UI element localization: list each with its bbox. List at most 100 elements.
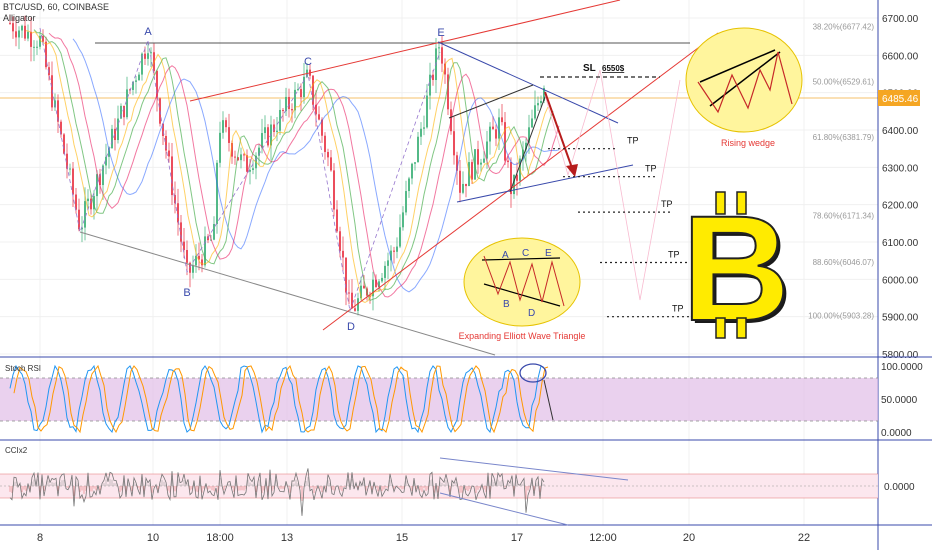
price-tick-label: 5900.00 xyxy=(882,313,919,324)
take-profit-label: TP xyxy=(627,136,639,146)
candle-body xyxy=(258,147,260,156)
candle-body xyxy=(378,281,380,287)
candle-body xyxy=(360,285,362,299)
candle-body xyxy=(525,142,527,150)
candle-body xyxy=(351,292,353,309)
candle-body xyxy=(72,168,74,195)
candle-body xyxy=(60,121,62,135)
candle-body xyxy=(447,74,449,110)
candle-body xyxy=(375,279,377,287)
candle-body xyxy=(228,127,230,143)
candle-body xyxy=(420,128,422,137)
candle-body xyxy=(87,198,89,202)
candle-body xyxy=(456,155,458,171)
time-axis[interactable]: 8 10 18:00 13 15 17 12:00 20 22 xyxy=(37,532,810,544)
candle-body xyxy=(93,196,95,210)
time-tick-label: 10 xyxy=(147,532,159,544)
candle-body xyxy=(462,183,464,193)
candle-body xyxy=(423,127,425,129)
cci-axis[interactable]: 0.0000 xyxy=(884,482,915,493)
candle-body xyxy=(84,201,86,228)
alligator-lips xyxy=(33,29,554,302)
stoch-rsi-pane[interactable]: Stoch RSI xyxy=(0,363,878,434)
candle-body xyxy=(396,246,398,252)
candle-body xyxy=(126,89,128,118)
wedge-top-line xyxy=(448,84,534,119)
price-tick-label: 6200.00 xyxy=(882,201,919,212)
inset-label-d: D xyxy=(528,308,535,319)
candle-body xyxy=(495,129,497,139)
price-tick-label: 6700.00 xyxy=(882,14,919,25)
candle-body xyxy=(429,74,431,96)
candle-body xyxy=(543,87,545,101)
candle-body xyxy=(261,133,263,148)
candle-body xyxy=(405,191,407,213)
candle-body xyxy=(438,47,440,49)
candle-body xyxy=(342,250,344,258)
candle-body xyxy=(369,295,371,297)
candle-body xyxy=(66,153,68,169)
candle-body xyxy=(276,130,278,132)
rising-wedge-inset: Rising wedge xyxy=(685,27,803,148)
candle-body xyxy=(231,142,233,157)
projection-path xyxy=(544,69,681,301)
cci-title: CCIx2 xyxy=(5,446,28,455)
candle-body xyxy=(522,149,524,159)
candle-body xyxy=(30,31,32,47)
candle-body xyxy=(78,209,80,230)
candle-body xyxy=(108,148,110,157)
price-tick-label: 6600.00 xyxy=(882,51,919,62)
candle-body xyxy=(321,119,323,136)
candle-body xyxy=(237,157,239,161)
candle-body xyxy=(39,35,41,47)
candle-body xyxy=(324,135,326,152)
cci-pane[interactable]: CCIx2 xyxy=(0,446,878,526)
down-arrow xyxy=(544,91,573,169)
last-price-value: 6485.46 xyxy=(882,94,919,105)
candle-body xyxy=(294,89,296,111)
wave-label-e: E xyxy=(437,27,444,39)
stop-loss-value: 6550$ xyxy=(602,64,625,73)
candle-body xyxy=(408,178,410,192)
candle-body xyxy=(195,255,197,266)
candle-body xyxy=(177,203,179,223)
stoch-rsi-tick: 100.0000 xyxy=(881,362,923,373)
candle-body xyxy=(534,105,536,119)
alligator-teeth xyxy=(48,32,560,298)
candle-body xyxy=(279,109,281,131)
last-price-tag: 6485.46 xyxy=(878,90,920,106)
candle-body xyxy=(150,52,152,54)
candle-body xyxy=(504,122,506,161)
fib-level-label: 38.20%(6677.42) xyxy=(813,22,875,31)
stoch-rsi-axis[interactable]: 100.0000 50.0000 0.0000 xyxy=(881,362,923,439)
price-tick-label: 6400.00 xyxy=(882,126,919,137)
alligator-jaw xyxy=(72,38,560,293)
candle-body xyxy=(123,105,125,118)
candle-body xyxy=(18,30,20,38)
wave-label-d: D xyxy=(347,321,355,333)
time-tick-label: 17 xyxy=(511,532,523,544)
candle-body xyxy=(273,124,275,132)
candle-body xyxy=(510,162,512,195)
svg-text:B: B xyxy=(682,184,790,352)
fib-levels: 38.20%(6677.42) 50.00%(6529.61) 61.80%(638… xyxy=(808,22,874,320)
candle-body xyxy=(312,75,314,105)
stoch-rsi-band xyxy=(0,378,878,421)
candle-body xyxy=(252,168,254,170)
candle-body xyxy=(501,117,503,123)
time-tick-label: 22 xyxy=(798,532,810,544)
candle-body xyxy=(345,257,347,293)
candle-body xyxy=(393,250,395,252)
candle-body xyxy=(513,174,515,195)
candle-body xyxy=(147,53,149,59)
candle-body xyxy=(291,109,293,111)
candle-body xyxy=(333,170,335,210)
candle-body xyxy=(183,241,185,250)
wedge-blue-lower-line xyxy=(456,164,634,203)
inset-label-e: E xyxy=(545,248,552,259)
inset-label-b: B xyxy=(503,299,510,310)
candle-body xyxy=(9,22,11,24)
candle-body xyxy=(441,47,443,64)
wedge-bottom-line xyxy=(509,96,546,193)
